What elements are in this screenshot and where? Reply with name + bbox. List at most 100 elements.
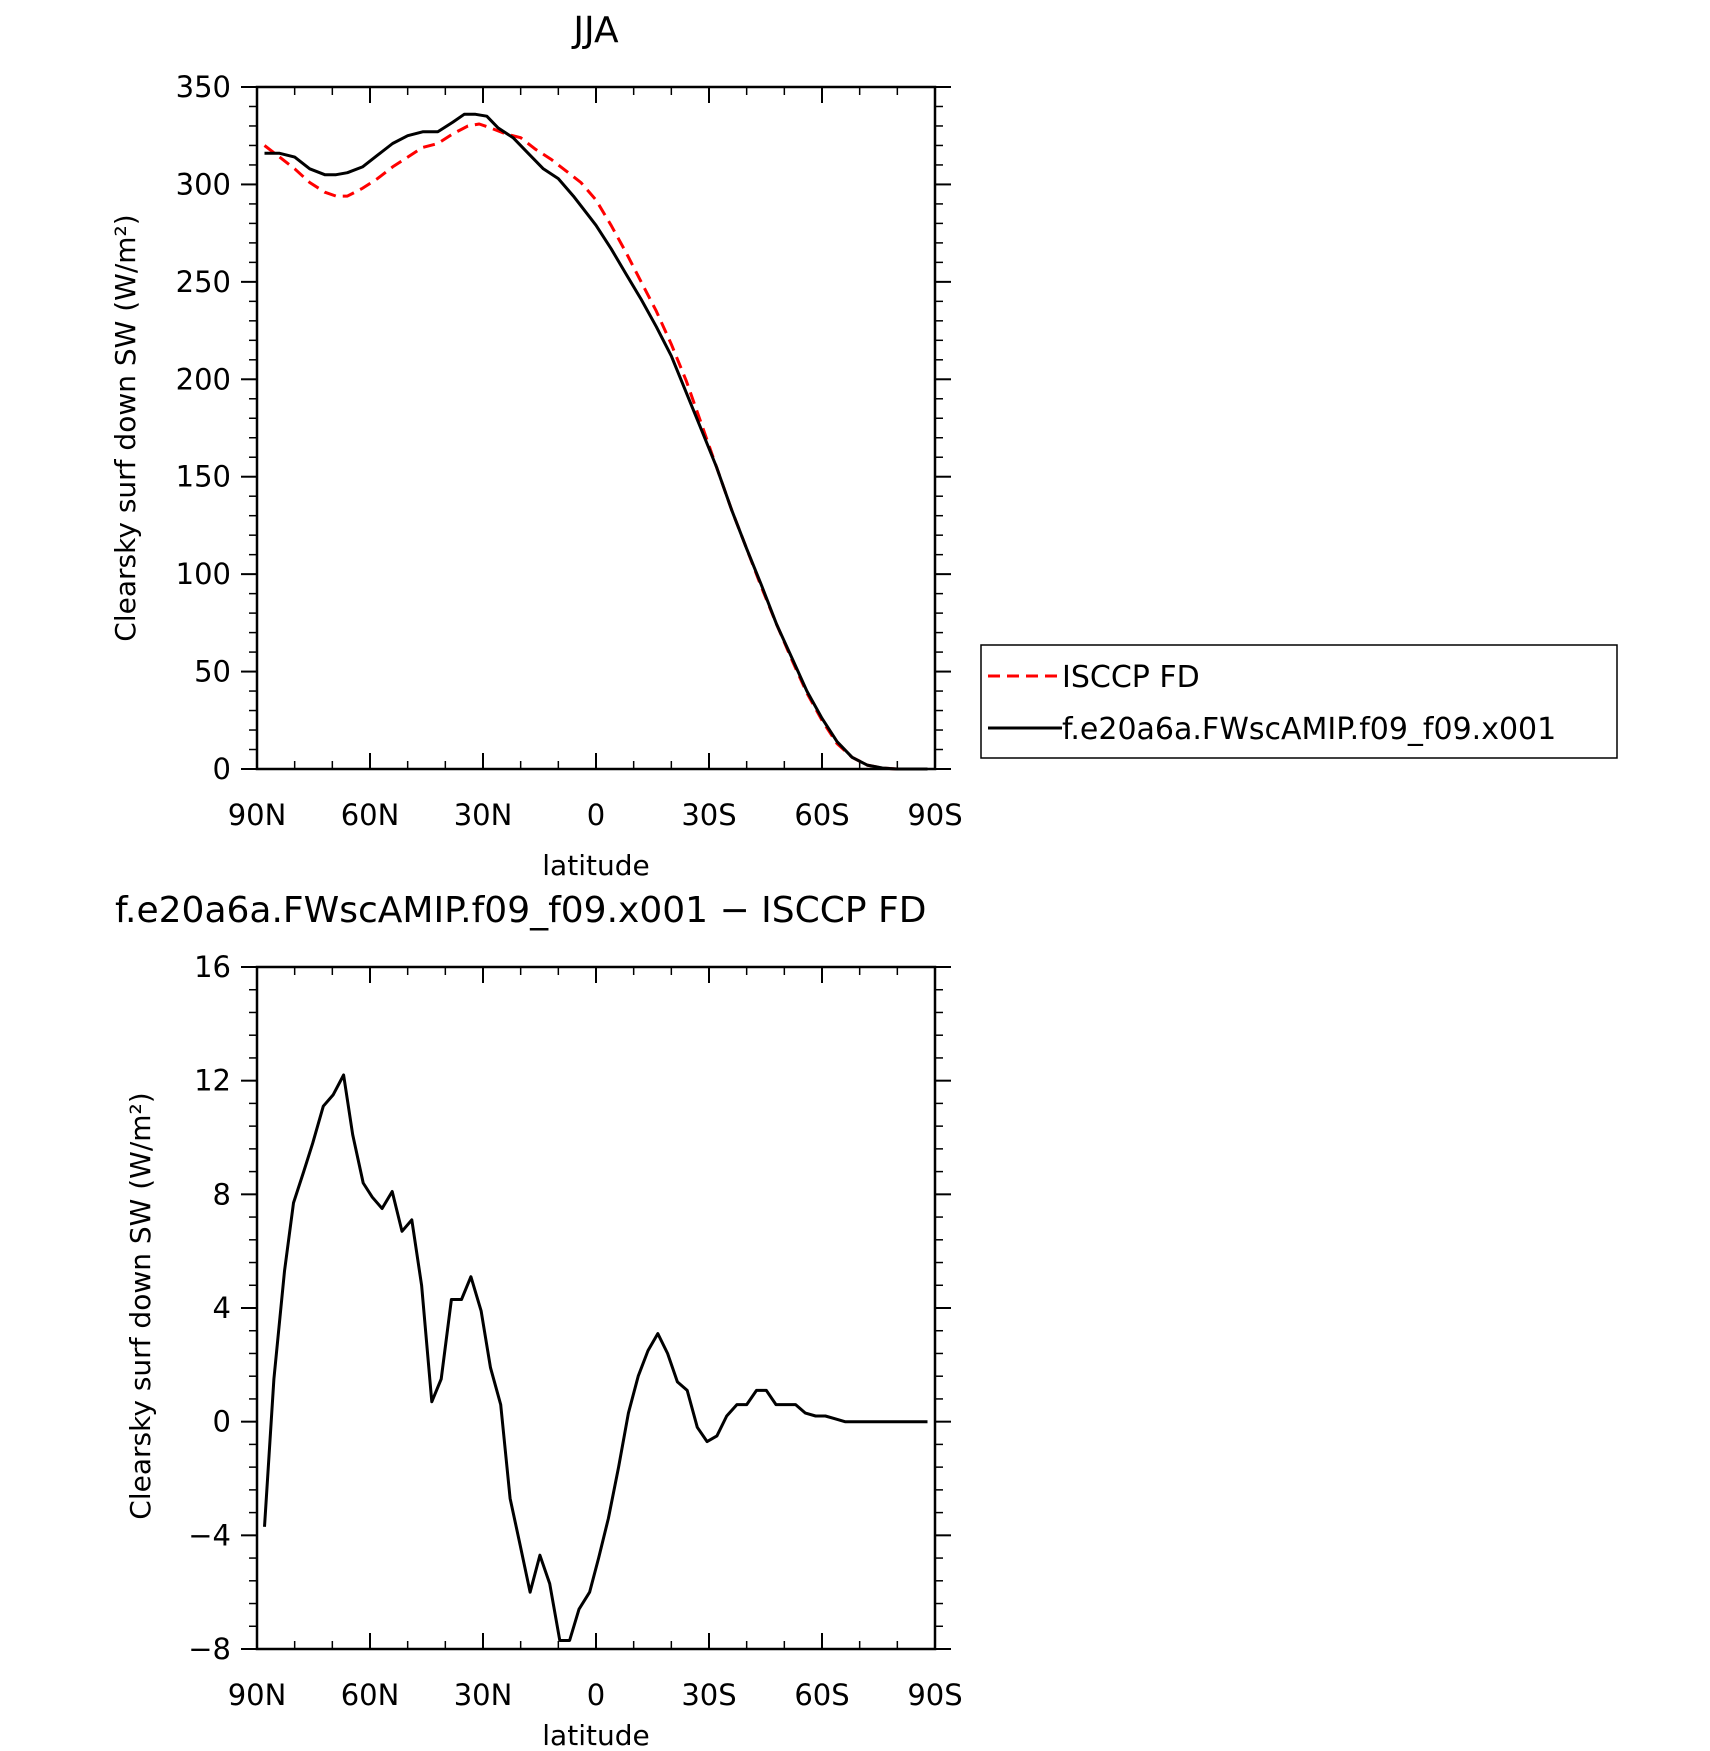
bottom-series-0-point <box>794 1403 796 1405</box>
top-series-1-point <box>463 113 465 115</box>
bottom-series-0-point <box>292 1202 294 1204</box>
top-series-1-point <box>486 115 488 117</box>
bottom-series-0-point <box>893 1421 895 1423</box>
top-series-1-point <box>836 741 838 743</box>
bottom-panel-lines <box>263 1073 928 1642</box>
bottom-series-0-point <box>696 1426 698 1428</box>
top-x-axis-label: latitude <box>542 849 649 882</box>
top-series-1-point <box>595 224 597 226</box>
bottom-series-0-point <box>303 1170 305 1172</box>
top-series-1-point <box>655 326 657 328</box>
top-series-0-point <box>565 170 567 172</box>
bottom-series-0-point <box>342 1074 344 1076</box>
bottom-series-0-point <box>637 1375 639 1377</box>
legend: ISCCP FD f.e20a6a.FWscAMIP.f09_f09.x001 <box>980 644 1618 759</box>
bottom-series-0-point <box>401 1230 403 1232</box>
top-series-0-point <box>452 133 454 135</box>
bottom-series-0-point <box>470 1276 472 1278</box>
bottom-y-tick-label: −4 <box>188 1518 231 1552</box>
top-x-tick-label: 60N <box>341 798 400 832</box>
bottom-x-tick-label: 90S <box>907 1678 962 1712</box>
bottom-series-0-point <box>450 1298 452 1300</box>
bottom-series-0-point <box>529 1591 531 1593</box>
bottom-series-0-point <box>539 1554 541 1556</box>
top-series-1-point <box>610 248 612 250</box>
bottom-series-0-point <box>273 1378 275 1380</box>
top-panel: JJA 90N 60N 30N 0 30S 60S 90S 0 50 100 150 200 250 30… <box>109 10 1618 882</box>
bottom-series-0-point <box>322 1105 324 1107</box>
legend-box <box>980 644 1618 759</box>
bottom-series-0-point <box>903 1421 905 1423</box>
bottom-series-0-point <box>863 1421 865 1423</box>
legend-label-isccp-fd: ISCCP FD <box>1062 660 1200 695</box>
bottom-series-0-point <box>381 1207 383 1209</box>
bottom-x-tick-label: 90N <box>228 1678 287 1712</box>
top-y-tick-label: 100 <box>176 557 231 591</box>
bottom-series-0-point <box>746 1403 748 1405</box>
top-series-1-point <box>557 177 559 179</box>
bottom-y-tick-label: 4 <box>213 1291 231 1325</box>
top-series-0-point <box>309 181 311 183</box>
bottom-series-0-point <box>824 1415 826 1417</box>
top-series-1-point <box>527 152 529 154</box>
top-series-line-0 <box>263 122 928 771</box>
top-series-1-point <box>776 624 778 626</box>
top-series-1-point <box>730 509 732 511</box>
bottom-series-0-point <box>923 1421 925 1423</box>
top-series-1-point <box>685 392 687 394</box>
bottom-series-0-point <box>578 1608 580 1610</box>
top-y-tick-label: 250 <box>176 265 231 299</box>
top-series-0-point <box>361 187 363 189</box>
top-x-tick-label: 30S <box>681 798 736 832</box>
bottom-series-0-point <box>440 1378 442 1380</box>
bottom-series-0-point <box>676 1381 678 1383</box>
bottom-series-0-point <box>913 1421 915 1423</box>
bottom-series-0-point <box>588 1591 590 1593</box>
bottom-series-0-point <box>834 1418 836 1420</box>
top-series-1-point <box>346 172 348 174</box>
bottom-series-0-point <box>814 1415 816 1417</box>
bottom-y-axis-label: Clearsky surf down SW (W/m²) <box>124 1092 157 1519</box>
bottom-series-0-point <box>726 1415 728 1417</box>
bottom-panel: f.e20a6a.FWscAMIP.f09_f09.x001 − ISCCP F… <box>115 890 963 1751</box>
top-series-1-point <box>437 131 439 133</box>
bottom-x-tick-label: 0 <box>587 1678 605 1712</box>
bottom-series-0-point <box>480 1310 482 1312</box>
bottom-series-0-point <box>706 1440 708 1442</box>
bottom-series-0-point <box>420 1284 422 1286</box>
top-x-tick-label: 60S <box>794 798 849 832</box>
top-series-0-point <box>685 380 687 382</box>
top-series-1-point <box>497 127 499 129</box>
top-series-0-point <box>625 251 627 253</box>
top-series-1-point <box>474 113 476 115</box>
top-series-1-point <box>791 657 793 659</box>
bottom-series-line-0 <box>263 1073 928 1642</box>
bottom-series-0-point <box>627 1412 629 1414</box>
top-y-tick-label: 200 <box>176 362 231 396</box>
top-x-tick-label: 90N <box>228 798 287 832</box>
top-series-1-point <box>587 214 589 216</box>
bottom-series-0-point <box>500 1403 502 1405</box>
bottom-series-0-point <box>775 1403 777 1405</box>
legend-label-model: f.e20a6a.FWscAMIP.f09_f09.x001 <box>1062 712 1556 747</box>
bottom-series-0-point <box>568 1639 570 1641</box>
top-y-tick-label: 300 <box>176 167 231 201</box>
top-series-0-point <box>263 144 265 146</box>
bottom-y-tick-label: −8 <box>188 1632 231 1666</box>
bottom-series-0-point <box>263 1526 265 1528</box>
top-series-1-point <box>278 152 280 154</box>
top-series-0-point <box>595 199 597 201</box>
top-series-0-point <box>422 146 424 148</box>
top-series-1-point <box>761 585 763 587</box>
top-panel-ticks: 90N 60N 30N 0 30S 60S 90S 0 50 100 150 200 250 300 350 <box>176 70 963 832</box>
bottom-x-tick-label: 30S <box>681 1678 736 1712</box>
top-series-0-point <box>670 343 672 345</box>
top-series-0-point <box>478 123 480 125</box>
bottom-series-0-point <box>519 1543 521 1545</box>
bottom-series-0-point <box>844 1421 846 1423</box>
top-series-1-point <box>324 174 326 176</box>
top-series-1-point <box>542 168 544 170</box>
top-series-0-point <box>346 195 348 197</box>
top-series-1-point <box>866 764 868 766</box>
